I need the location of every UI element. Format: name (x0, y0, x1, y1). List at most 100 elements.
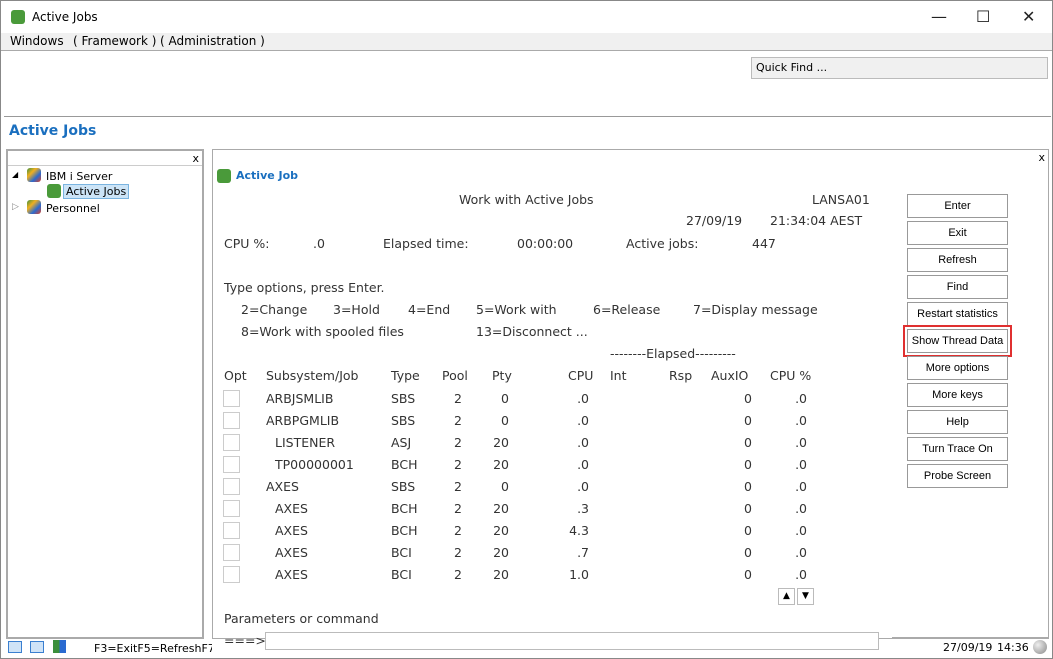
job-cpu: .3 (577, 501, 589, 516)
option-checkbox[interactable] (223, 412, 240, 429)
job-auxio: 0 (744, 413, 752, 428)
framework-icon[interactable] (53, 640, 66, 653)
instructions: Type options, press Enter. (224, 280, 385, 295)
column-header: Int (610, 368, 627, 383)
option-checkbox[interactable] (223, 522, 240, 539)
job-priority: 0 (501, 479, 509, 494)
job-cpu: .7 (577, 545, 589, 560)
job-priority: 20 (493, 457, 509, 472)
find-button[interactable]: Find (907, 275, 1008, 299)
menu-administration[interactable]: ( Administration ) (160, 34, 265, 48)
connection-status-icon (1033, 640, 1047, 654)
page-bottom-button[interactable]: ▼ (797, 588, 814, 605)
tree-item-ibm-i-server[interactable]: IBM i Server (46, 170, 113, 183)
job-name: AXES (275, 567, 308, 582)
job-priority: 20 (493, 567, 509, 582)
column-header: Subsystem/Job (266, 368, 359, 383)
option-checkbox[interactable] (223, 500, 240, 517)
job-auxio: 0 (744, 501, 752, 516)
job-pool: 2 (454, 501, 462, 516)
active-job-puzzle-icon (217, 169, 231, 183)
job-name: ARBJSMLIB (266, 391, 334, 406)
parameters-label: Parameters or command (224, 611, 379, 626)
more-options-button[interactable]: More options (907, 356, 1008, 380)
column-header: Pool (442, 368, 468, 383)
tree-item-active-jobs[interactable]: Active Jobs (63, 184, 130, 199)
job-priority: 0 (501, 413, 509, 428)
quick-find-input[interactable]: Quick Find ... (751, 57, 1048, 79)
command-prompt: ===> (224, 633, 266, 648)
menu-framework[interactable]: ( Framework ) (73, 34, 157, 48)
probe-screen-button[interactable]: Probe Screen (907, 464, 1008, 488)
job-auxio: 0 (744, 391, 752, 406)
cpu-label: CPU %: (224, 236, 270, 251)
job-auxio: 0 (744, 479, 752, 494)
menu-windows[interactable]: Windows (10, 34, 64, 48)
panel-title: Active Job (236, 169, 299, 182)
job-cpu-percent: .0 (795, 413, 807, 428)
tree-view-icon[interactable] (8, 641, 22, 653)
tree-item-personnel[interactable]: Personnel (46, 202, 100, 215)
column-header: CPU % (770, 368, 812, 383)
job-cpu: 4.3 (569, 523, 589, 538)
server-puzzle-icon (27, 168, 41, 182)
job-pool: 2 (454, 479, 462, 494)
option-checkbox[interactable] (223, 390, 240, 407)
option-checkbox[interactable] (223, 478, 240, 495)
job-pool: 2 (454, 567, 462, 582)
job-cpu: .0 (577, 479, 589, 494)
elapsed-header: --------Elapsed--------- (610, 346, 736, 361)
divider (4, 116, 1051, 117)
grid-view-icon[interactable] (30, 641, 44, 653)
maximize-button[interactable]: ☐ (976, 7, 991, 26)
system-name: LANSA01 (812, 192, 870, 207)
option-text: 6=Release (593, 302, 661, 317)
show-thread-data-button[interactable]: Show Thread Data (903, 325, 1012, 357)
job-name: AXES (275, 523, 308, 538)
more-keys-button[interactable]: More keys (907, 383, 1008, 407)
collapse-icon[interactable]: ◢ (12, 170, 19, 179)
close-button[interactable]: ✕ (1022, 7, 1036, 26)
job-name: AXES (275, 501, 308, 516)
job-type: SBS (391, 413, 416, 428)
enter-button[interactable]: Enter (907, 194, 1008, 218)
command-input[interactable] (265, 632, 879, 650)
jobs-puzzle-icon (47, 184, 61, 198)
page-top-button[interactable]: ▲ (778, 588, 795, 605)
option-checkbox[interactable] (223, 566, 240, 583)
screen-date: 27/09/19 (686, 213, 743, 228)
job-cpu-percent: .0 (795, 435, 807, 450)
status-date: 27/09/19 (943, 641, 993, 654)
turn-trace-on-button[interactable]: Turn Trace On (907, 437, 1008, 461)
expand-icon[interactable]: ▷ (12, 202, 19, 212)
minimize-button[interactable]: — (931, 7, 947, 26)
job-name: AXES (275, 545, 308, 560)
job-cpu: .0 (577, 457, 589, 472)
status-time: 14:36 (997, 641, 1029, 654)
help-button[interactable]: Help (907, 410, 1008, 434)
close-panel-icon[interactable]: x (1038, 151, 1045, 164)
job-type: BCI (391, 567, 412, 582)
job-type: BCH (391, 523, 418, 538)
option-checkbox[interactable] (223, 544, 240, 561)
job-priority: 20 (493, 523, 509, 538)
close-panel-icon[interactable]: x (192, 152, 199, 165)
option-checkbox[interactable] (223, 456, 240, 473)
restart-statistics-button[interactable]: Restart statistics (907, 302, 1008, 326)
function-keys: F3=ExitF5=RefreshF7=f (94, 642, 212, 655)
job-priority: 20 (493, 501, 509, 516)
job-pool: 2 (454, 523, 462, 538)
option-text: 8=Work with spooled files (241, 324, 404, 339)
job-type: BCI (391, 545, 412, 560)
job-type: SBS (391, 391, 416, 406)
column-header: Type (391, 368, 420, 383)
refresh-button[interactable]: Refresh (907, 248, 1008, 272)
exit-button[interactable]: Exit (907, 221, 1008, 245)
job-auxio: 0 (744, 457, 752, 472)
job-cpu: .0 (577, 413, 589, 428)
job-cpu-percent: .0 (795, 567, 807, 582)
job-type: SBS (391, 479, 416, 494)
screen-title: Work with Active Jobs (459, 192, 594, 207)
option-checkbox[interactable] (223, 434, 240, 451)
